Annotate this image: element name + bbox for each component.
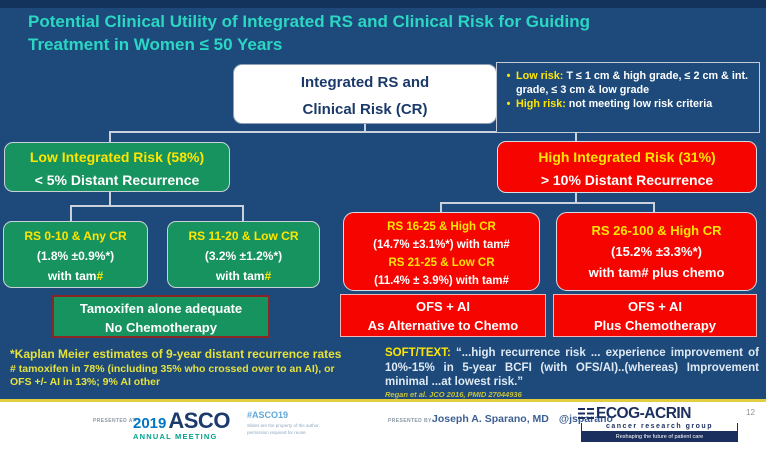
legend-low-risk-label: Low risk: (516, 70, 564, 82)
rs-11-20-heading: RS 11-20 & Low CR (188, 229, 299, 243)
rs-16-25-heading: RS 16-25 & High CR (387, 221, 496, 233)
connector-line (242, 205, 244, 221)
connector-line (70, 205, 244, 207)
footer-disclaimer-line2: permission required for reuse. (247, 429, 307, 435)
kaplan-footnote-line1: *Kaplan Meier estimates of 9-year distan… (10, 347, 342, 361)
low-risk-heading: Low Integrated Risk (58%) (29, 149, 205, 165)
soft-text-quote: SOFT/TEXT: “...high recurrence risk ... … (385, 346, 759, 400)
soft-text-citation: Regan et al. JCO 2016, PMID 27044936 (385, 390, 522, 400)
rs-16-25-node: RS 16-25 & High CR (14.7% ±3.1%*) with t… (343, 212, 540, 291)
tamoxifen-action-node: Tamoxifen alone adequate No Chemotherapy (52, 295, 270, 338)
asco-logo-row: 2019 ASCO (133, 408, 230, 434)
asco-name: ASCO (168, 408, 230, 433)
flow-root-node: Integrated RS and Clinical Risk (CR) (233, 64, 497, 124)
ofs-ai-alternative-line1: OFS + AI (415, 299, 471, 314)
high-risk-subtext: > 10% Distant Recurrence (540, 172, 714, 188)
connector-line (109, 131, 577, 133)
ofs-ai-chemo-line2: Plus Chemotherapy (593, 318, 717, 333)
asco-logo: 2019 ASCO ANNUAL MEETING (133, 408, 230, 441)
rs-26-100-node: RS 26-100 & High CR (15.2% ±3.3%*) with … (556, 212, 757, 291)
tamoxifen-footnote-line1: # tamoxifen in 78% (including 35% who cr… (10, 363, 335, 375)
rs-0-10-treatment-text: with tam (47, 269, 97, 283)
presenter-handle: @jsparano (558, 413, 613, 425)
ecog-name: ECOG-ACRIN (596, 405, 691, 422)
soft-text-label: SOFT/TEXT: (385, 347, 451, 359)
ofs-ai-alternative-line2: As Alternative to Chemo (367, 318, 519, 333)
tamoxifen-footnote-line2: OFS +/- AI in 13%; 9% AI other (10, 376, 161, 389)
asco-annual-meeting: ANNUAL MEETING (133, 432, 218, 441)
connector-line (440, 202, 442, 213)
tamoxifen-action-line1: Tamoxifen alone adequate (79, 301, 243, 316)
connector-line (575, 131, 577, 142)
bullet-icon: • (506, 98, 511, 111)
rs-0-10-treatment: with tam# (4, 266, 147, 286)
rs-21-25-estimate: (11.4% ± 3.9%) with tam# (374, 275, 509, 287)
presenter-name-text: Joseph A. Sparano, MD (432, 413, 549, 425)
ofs-ai-chemo-node: OFS + AI Plus Chemotherapy (553, 294, 757, 337)
flow-root-line1: Integrated RS and (300, 74, 430, 91)
rs-0-10-node: RS 0-10 & Any CR (1.8% ±0.9%*) with tam# (3, 221, 148, 288)
ecog-bars-icon (578, 408, 594, 420)
tamoxifen-action-line2: No Chemotherapy (105, 320, 217, 335)
footer: PRESENTED AT: 2019 ASCO ANNUAL MEETING #… (0, 402, 766, 450)
legend-low-risk-text: Low risk: T ≤ 1 cm & high grade, ≤ 2 cm … (516, 69, 753, 97)
connector-line (440, 202, 655, 204)
connector-line (575, 192, 577, 204)
legend-high-risk-item: • High risk: not meeting low risk criter… (501, 97, 753, 111)
asco-year: 2019 (133, 415, 167, 432)
high-integrated-risk-node: High Integrated Risk (31%) > 10% Distant… (497, 141, 757, 193)
low-risk-subtext: < 5% Distant Recurrence (34, 172, 200, 188)
rs-26-100-treatment: with tam# plus chemo (588, 265, 725, 280)
legend-high-risk-body: not meeting low risk criteria (565, 98, 713, 111)
low-integrated-risk-node: Low Integrated Risk (58%) < 5% Distant R… (4, 142, 230, 192)
ofs-ai-chemo-line1: OFS + AI (627, 299, 683, 314)
ecog-logo-row: ECOG-ACRIN (578, 405, 741, 423)
rs-21-25-heading: RS 21-25 & Low CR (388, 257, 495, 269)
bullet-icon: • (506, 70, 511, 82)
slide-title-line2: Treatment in Women ≤ 50 Years (28, 35, 283, 55)
ecog-tagline: Reshaping the future of patient care (581, 432, 738, 442)
connector-line (364, 124, 366, 132)
high-risk-heading: High Integrated Risk (31%) (538, 149, 716, 165)
slide-title-line1: Potential Clinical Utility of Integrated… (28, 12, 591, 31)
rs-11-20-treatment: with tam# (168, 266, 319, 286)
rs-11-20-treatment-text: with tam (215, 269, 265, 283)
page-number: 12 (746, 408, 755, 417)
presented-at-label: PRESENTED AT: (93, 418, 138, 424)
risk-legend: • Low risk: T ≤ 1 cm & high grade, ≤ 2 c… (496, 62, 760, 133)
asco-hashtag: #ASCO19 (247, 410, 289, 420)
legend-low-risk-item: • Low risk: T ≤ 1 cm & high grade, ≤ 2 c… (501, 69, 753, 97)
rs-11-20-node: RS 11-20 & Low CR (3.2% ±1.2%*) with tam… (167, 221, 320, 288)
ecog-subtitle: cancer research group (581, 423, 738, 432)
rs-11-20-treatment-hash: # (264, 269, 272, 283)
presenter-name: Joseph A. Sparano, MD @jsparano (432, 413, 613, 425)
connector-line (70, 205, 72, 221)
connector-line (653, 202, 655, 213)
kaplan-footnote: *Kaplan Meier estimates of 9-year distan… (10, 347, 382, 389)
footer-divider (0, 399, 766, 402)
legend-low-risk-body: T ≤ 1 cm & high grade, ≤ 2 cm & int. gra… (516, 70, 749, 97)
rs-16-25-estimate: (14.7% ±3.1%*) with tam# (373, 239, 510, 251)
legend-high-risk-text: High risk: not meeting low risk criteria (516, 97, 712, 111)
slide-title: Potential Clinical Utility of Integrated… (28, 10, 743, 57)
connector-line (109, 191, 111, 207)
rs-0-10-heading: RS 0-10 & Any CR (24, 229, 127, 243)
tamoxifen-footnote: # tamoxifen in 78% (including 35% who cr… (10, 363, 382, 389)
rs-26-100-estimate: (15.2% ±3.3%*) (611, 244, 702, 259)
flow-root-line2: Clinical Risk (CR) (302, 101, 428, 118)
connector-line (109, 131, 111, 143)
footer-disclaimer: Slides are the property of the author, p… (247, 423, 320, 437)
rs-11-20-estimate: (3.2% ±1.2%*) (204, 249, 283, 263)
presented-by-label: PRESENTED BY: (388, 418, 434, 424)
rs-0-10-estimate: (1.8% ±0.9%*) (36, 249, 115, 263)
footer-disclaimer-line1: Slides are the property of the author, (247, 423, 320, 428)
top-border-strip (0, 0, 766, 8)
rs-0-10-treatment-hash: # (96, 269, 104, 283)
soft-text-body: “...high recurrence risk ... experience … (385, 347, 759, 389)
legend-high-risk-label: High risk: (516, 98, 566, 111)
ofs-ai-alternative-node: OFS + AI As Alternative to Chemo (340, 294, 546, 337)
rs-26-100-heading: RS 26-100 & High CR (591, 223, 722, 238)
ecog-acrin-logo: ECOG-ACRIN cancer research group Reshapi… (578, 405, 741, 442)
